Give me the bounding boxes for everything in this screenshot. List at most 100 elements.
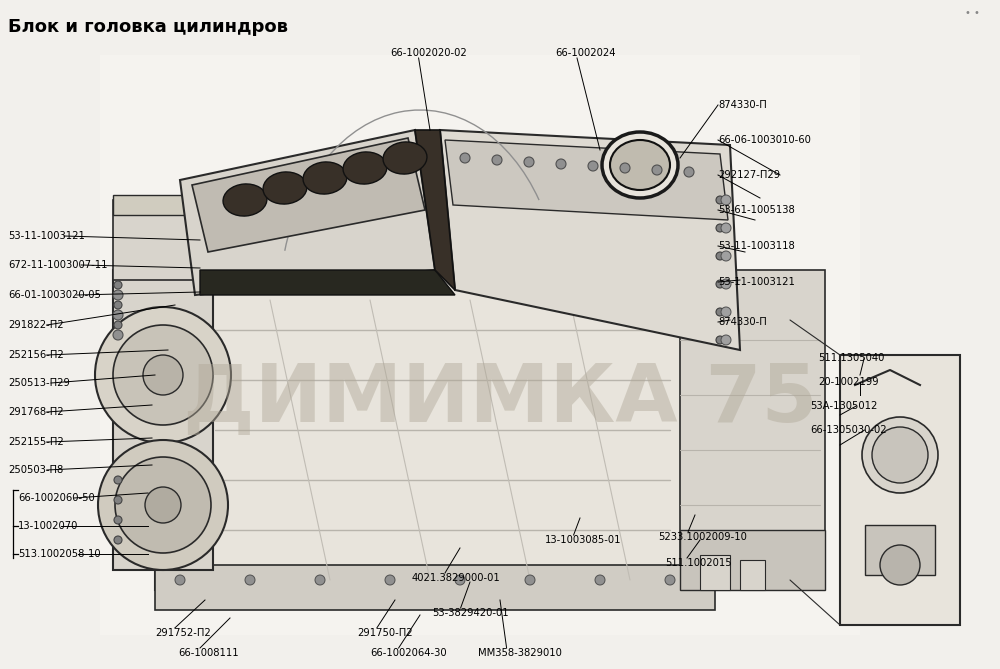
Circle shape (665, 575, 675, 585)
Text: 292127-П29: 292127-П29 (718, 170, 780, 180)
Text: 53-3829420-01: 53-3829420-01 (432, 608, 509, 618)
Text: 13-1002070: 13-1002070 (18, 521, 78, 531)
Text: 66-1002060-50: 66-1002060-50 (18, 493, 95, 503)
Text: 66-1002024: 66-1002024 (555, 48, 616, 58)
Circle shape (652, 165, 662, 175)
Circle shape (114, 301, 122, 309)
Circle shape (113, 290, 123, 300)
Circle shape (880, 545, 920, 585)
Bar (700, 555, 730, 590)
Circle shape (315, 575, 325, 585)
Text: Блок и головка цилиндров: Блок и головка цилиндров (8, 18, 288, 36)
Ellipse shape (303, 162, 347, 194)
Circle shape (525, 575, 535, 585)
Circle shape (114, 476, 122, 484)
Ellipse shape (263, 172, 307, 204)
Text: 66-1002064-30: 66-1002064-30 (370, 648, 447, 658)
Text: 4021.3829000-01: 4021.3829000-01 (412, 573, 501, 583)
Text: 53-11-1003121: 53-11-1003121 (8, 231, 85, 241)
Polygon shape (180, 130, 435, 295)
Text: • •: • • (965, 8, 980, 18)
Circle shape (716, 280, 724, 288)
Text: 66-1008111: 66-1008111 (178, 648, 239, 658)
Circle shape (455, 575, 465, 585)
Circle shape (721, 335, 731, 345)
Polygon shape (445, 140, 728, 220)
Circle shape (113, 325, 213, 425)
Text: 20-1002199: 20-1002199 (818, 377, 879, 387)
Text: ММ358-3829010: ММ358-3829010 (478, 648, 562, 658)
Text: 291750-П2: 291750-П2 (357, 628, 413, 638)
Text: 66-06-1003010-60: 66-06-1003010-60 (718, 135, 811, 145)
Text: 66-1305030-02: 66-1305030-02 (810, 425, 887, 435)
Text: 66-01-1003020-05: 66-01-1003020-05 (8, 290, 101, 300)
Circle shape (684, 167, 694, 177)
Ellipse shape (223, 184, 267, 216)
Text: 874330-П: 874330-П (718, 100, 767, 110)
Bar (113, 200, 213, 280)
Circle shape (113, 330, 123, 340)
Circle shape (460, 153, 470, 163)
Circle shape (595, 575, 605, 585)
Circle shape (385, 575, 395, 585)
Circle shape (716, 196, 724, 204)
Circle shape (114, 536, 122, 544)
Bar (155, 565, 715, 610)
Circle shape (716, 252, 724, 260)
Text: 291752-П2: 291752-П2 (155, 628, 211, 638)
Text: ДИМИМКА 75: ДИМИМКА 75 (183, 361, 817, 439)
Text: 511.1305040: 511.1305040 (818, 353, 884, 363)
Text: 53-11-1003121: 53-11-1003121 (718, 277, 795, 287)
Circle shape (245, 575, 255, 585)
Circle shape (175, 575, 185, 585)
Circle shape (524, 157, 534, 167)
Bar (840, 355, 960, 625)
Bar (680, 270, 825, 580)
Text: 511.1002015: 511.1002015 (665, 558, 732, 568)
Circle shape (588, 161, 598, 171)
Polygon shape (415, 130, 455, 290)
Circle shape (114, 516, 122, 524)
Circle shape (145, 487, 181, 523)
Circle shape (95, 307, 231, 443)
Circle shape (113, 310, 123, 320)
Text: 291768-П2: 291768-П2 (8, 407, 64, 417)
Circle shape (872, 427, 928, 483)
Bar (100, 55, 860, 635)
Circle shape (98, 440, 228, 570)
Text: 291822-П2: 291822-П2 (8, 320, 64, 330)
Circle shape (114, 321, 122, 329)
Text: 672-11-1003007-11: 672-11-1003007-11 (8, 260, 108, 270)
Circle shape (716, 308, 724, 316)
Polygon shape (200, 270, 455, 295)
Circle shape (620, 163, 630, 173)
Bar (680, 530, 825, 590)
Bar (113, 270, 213, 570)
Circle shape (721, 251, 731, 261)
Text: 513.1002058-10: 513.1002058-10 (18, 549, 101, 559)
Polygon shape (440, 130, 740, 350)
Text: 250503-П8: 250503-П8 (8, 465, 63, 475)
Text: 252155-П2: 252155-П2 (8, 437, 64, 447)
Circle shape (143, 355, 183, 395)
Circle shape (114, 496, 122, 504)
Text: 53-11-1003118: 53-11-1003118 (718, 241, 795, 251)
Text: 252156-П2: 252156-П2 (8, 350, 64, 360)
Circle shape (716, 336, 724, 344)
Ellipse shape (602, 132, 678, 198)
Text: 250513-П29: 250513-П29 (8, 378, 70, 388)
Circle shape (721, 195, 731, 205)
Circle shape (721, 279, 731, 289)
Circle shape (716, 224, 724, 232)
Polygon shape (192, 138, 425, 252)
Bar (740, 560, 765, 590)
Circle shape (721, 307, 731, 317)
Circle shape (114, 281, 122, 289)
Bar (155, 270, 715, 590)
Circle shape (862, 417, 938, 493)
Circle shape (556, 159, 566, 169)
Circle shape (115, 457, 211, 553)
Bar (865, 525, 935, 575)
Ellipse shape (610, 140, 670, 190)
Text: 5233.1002009-10: 5233.1002009-10 (658, 532, 747, 542)
